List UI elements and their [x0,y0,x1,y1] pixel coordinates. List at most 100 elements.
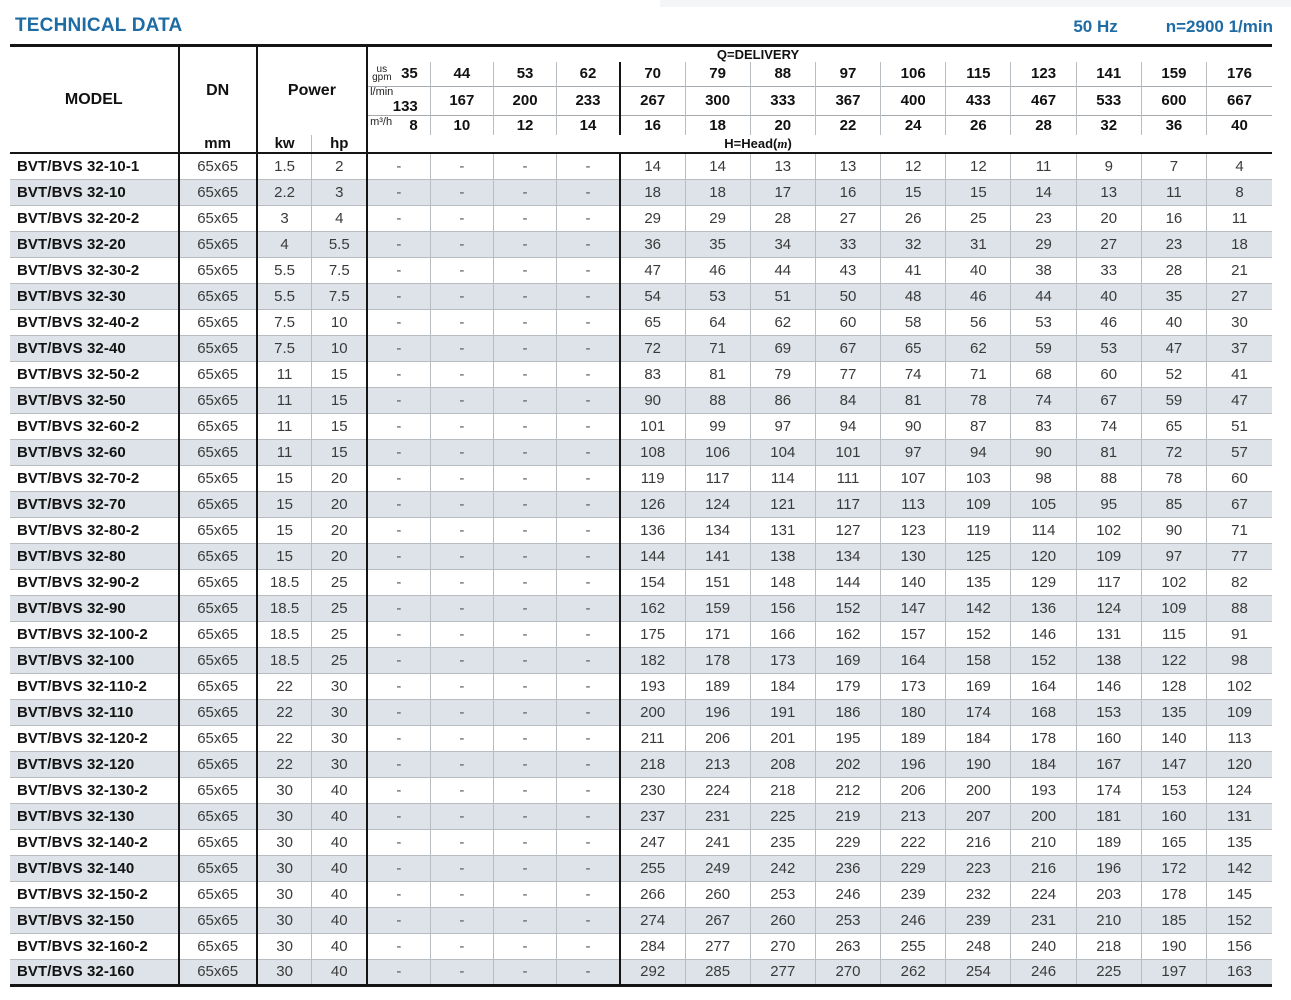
head-cell: 216 [1010,854,1077,881]
head-cell: 128 [1140,672,1207,699]
head-cell: 189 [1075,828,1142,855]
head-cell: 125 [945,542,1011,569]
hp-cell: 20 [311,464,368,491]
model-cell: BVT/BVS 32-140 [10,854,179,881]
head-cell: 178 [684,646,751,673]
head-cell: 262 [880,958,946,985]
kw-cell: 15 [255,464,312,491]
head-cell: - [556,776,620,803]
head-cell: - [366,256,431,283]
head-cell: 253 [749,880,816,907]
hp-cell: 20 [311,516,368,543]
head-cell: 94 [945,438,1011,465]
head-cell: 53 [1010,308,1077,335]
table-row: BVT/BVS 32-150 65x65 30 40- - - -274 267 260 253 2… [10,906,1272,933]
table-row: BVT/BVS 32-70-2 65x65 15 20- - - -119 117 114 111… [10,464,1272,491]
head-cell: 87 [945,412,1011,439]
head-cell: 225 [749,802,816,829]
head-cell: 219 [814,802,881,829]
kw-cell: 11 [255,412,312,439]
head-cell: - [492,282,557,309]
head-cell: 146 [1075,672,1142,699]
dn-cell: 65x65 [177,724,257,751]
head-cell: 173 [880,672,946,699]
table-row: BVT/BVS 32-50-2 65x65 11 15- - - -83 81 79 77 74 71… [10,360,1272,387]
head-cell: - [366,464,431,491]
model-cell: BVT/BVS 32-100 [10,646,179,673]
model-cell: BVT/BVS 32-10 [10,178,179,205]
head-cell: 26 [880,204,946,231]
hp-cell: 10 [311,334,368,361]
head-cell: 11 [1140,178,1207,205]
head-cell: - [429,334,494,361]
head-cell: - [556,360,620,387]
head-cell: 174 [945,698,1011,725]
head-cell: - [492,776,557,803]
head-cell: - [556,698,620,725]
head-cell: 28 [749,204,816,231]
hp-cell: 40 [311,776,368,803]
head-cell: - [366,412,431,439]
hp-cell: 40 [311,958,368,985]
kw-cell: 11 [255,386,312,413]
head-cell: - [556,672,620,699]
table-row: BVT/BVS 32-140-2 65x65 30 40- - - -247 241 235 22… [10,828,1272,855]
head-cell: 88 [684,386,751,413]
head-cell: - [492,230,557,257]
dn-cell: 65x65 [177,204,257,231]
model-cell: BVT/BVS 32-130-2 [10,776,179,803]
head-cell: 91 [1206,620,1272,647]
delivery-lmin-first-cell: l/min 133 [366,85,431,115]
table-row: BVT/BVS 32-60 65x65 11 15- - - -108 106 104 101 97… [10,438,1272,465]
head-cell: 134 [814,542,881,569]
head-cell: 27 [1075,230,1142,257]
head-cell: 71 [684,334,751,361]
head-cell: - [492,412,557,439]
head-cell: 59 [1140,386,1207,413]
hp-cell: 30 [311,698,368,725]
head-cell: 18 [684,178,751,205]
dn-cell: 65x65 [177,152,257,179]
model-cell: BVT/BVS 32-70-2 [10,464,179,491]
head-cell: 178 [1010,724,1077,751]
head-cell: 83 [1010,412,1077,439]
head-cell: 186 [814,698,881,725]
head-cell: 236 [814,854,881,881]
head-cell: - [492,672,557,699]
head-cell: 167 [1075,750,1142,777]
head-cell: 81 [684,360,751,387]
head-cell: - [492,646,557,673]
head-cell: 239 [945,906,1011,933]
model-cell: BVT/BVS 32-20-2 [10,204,179,231]
dn-unit-label: mm [177,135,257,153]
head-cell: 41 [880,256,946,283]
head-cell: 207 [945,802,1011,829]
delivery-row-gpm: us gpm 35 44 53 62 70 79 88 97 106 115 123 141 159 176 [10,62,1272,86]
head-cell: 225 [1075,958,1142,985]
head-cell: 50 [814,282,881,309]
head-cell: - [556,438,620,465]
head-cell: 212 [814,776,881,803]
head-cell: 200 [618,698,686,725]
head-cell: 67 [814,334,881,361]
dn-cell: 65x65 [177,542,257,569]
head-cell: - [366,776,431,803]
head-cell: 104 [749,438,816,465]
head-cell: 60 [1206,464,1272,491]
delivery-gpm-6: 88 [749,62,816,86]
head-cell: 119 [945,516,1011,543]
model-cell: BVT/BVS 32-130 [10,802,179,829]
head-cell: 142 [1206,854,1272,881]
delivery-lmin-7: 367 [814,85,881,115]
table-row: BVT/BVS 32-130 65x65 30 40- - - -237 231 225 219 2… [10,802,1272,829]
head-cell: 173 [749,646,816,673]
delivery-m3h-first-cell: m³/h 8 [366,114,431,135]
head-cell: - [492,620,557,647]
head-cell: - [492,438,557,465]
dn-cell: 65x65 [177,854,257,881]
delivery-gpm-9: 115 [945,62,1011,86]
dn-cell: 65x65 [177,698,257,725]
page-edge-strip [660,0,1291,7]
head-cell: - [556,594,620,621]
kw-cell: 30 [255,776,312,803]
